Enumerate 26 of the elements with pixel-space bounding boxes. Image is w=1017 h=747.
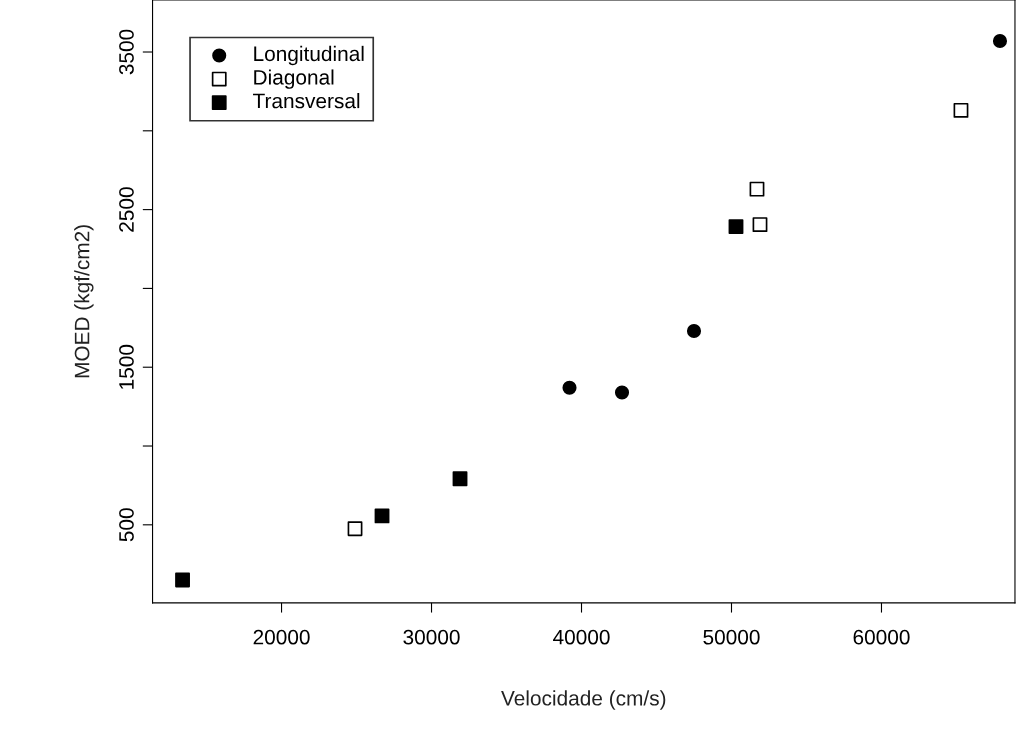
point — [953, 102, 969, 118]
x-tick-label: 30000 — [403, 629, 460, 645]
point — [175, 572, 190, 588]
y-tick-label: 3500 — [119, 29, 134, 75]
x-axis-title: Velocidade (cm/s) — [501, 690, 666, 710]
point — [452, 471, 468, 487]
point — [686, 323, 702, 339]
point — [562, 380, 577, 395]
legend-label: Diagonal — [254, 69, 334, 89]
point — [347, 521, 363, 537]
point — [374, 508, 390, 524]
y-tick-label: 500 — [119, 508, 134, 542]
y-axis-title: MOED (kgf/cm2) — [74, 225, 94, 378]
point — [749, 181, 765, 197]
y-tick-label: 1500 — [119, 344, 134, 389]
x-tick-label: 20000 — [253, 629, 310, 645]
x-tick-label: 40000 — [553, 629, 610, 645]
point — [728, 219, 744, 235]
legend-label: Longitudinal — [254, 45, 364, 66]
point — [614, 385, 630, 400]
y-tick-label: 2500 — [119, 187, 134, 232]
legend-label: Transversal — [253, 93, 360, 109]
point — [992, 33, 1008, 49]
x-tick-label: 60000 — [853, 629, 910, 645]
x-tick-label: 50000 — [703, 629, 760, 645]
point — [752, 217, 768, 233]
